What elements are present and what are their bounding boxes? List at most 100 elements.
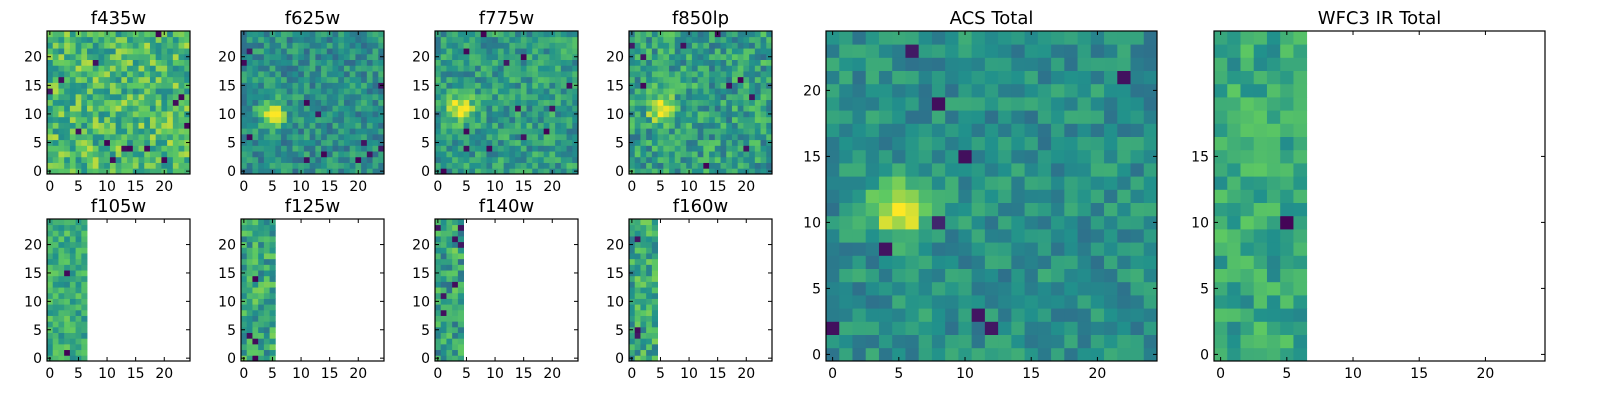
heatmap-cell	[703, 76, 710, 83]
heatmap-cell	[361, 82, 368, 89]
heatmap-cell	[81, 281, 88, 288]
heatmap-cell	[651, 247, 658, 254]
heatmap-cell	[58, 128, 65, 135]
heatmap-cell	[87, 139, 94, 146]
heatmap-cell	[1266, 347, 1281, 362]
heatmap-cell	[520, 48, 527, 55]
heatmap-cell	[537, 145, 545, 152]
heatmap-cell	[1104, 255, 1118, 269]
heatmap-cell	[286, 128, 293, 135]
heatmap-cell	[663, 105, 670, 112]
heatmap-cell	[252, 151, 259, 158]
heatmap-cell	[1143, 281, 1158, 296]
heatmap-cell	[646, 355, 653, 362]
heatmap-cell	[315, 156, 322, 163]
heatmap-cell	[651, 309, 658, 316]
y-tick-label: 0	[615, 164, 624, 180]
heatmap-cell	[1130, 229, 1145, 243]
heatmap-cell	[663, 42, 670, 49]
heatmap-cell	[127, 105, 134, 112]
y-tick-label: 5	[615, 136, 624, 152]
heatmap-cell	[657, 111, 664, 118]
heatmap-cell	[81, 59, 88, 66]
heatmap-cell	[1117, 97, 1131, 111]
heatmap-cell	[332, 162, 339, 169]
heatmap-cell	[674, 82, 681, 89]
heatmap-cell	[680, 111, 687, 118]
heatmap-cell	[69, 111, 76, 118]
heatmap-cell	[646, 156, 653, 163]
heatmap-cell	[1266, 321, 1281, 335]
panel-title-f140w: f140w	[479, 196, 534, 217]
heatmap-cell	[1266, 31, 1281, 45]
heatmap-cell	[526, 99, 533, 106]
heatmap-cell	[1280, 215, 1294, 230]
heatmap-cell	[1064, 57, 1078, 71]
heatmap-cell	[1064, 70, 1078, 85]
heatmap-cell	[286, 53, 293, 60]
heatmap-cell	[971, 123, 986, 137]
heatmap-cell	[109, 36, 117, 43]
heatmap-cell	[503, 31, 510, 38]
heatmap-cell	[731, 145, 739, 152]
heatmap-cell	[149, 71, 157, 78]
heatmap-cell	[446, 349, 453, 356]
heatmap-cell	[275, 71, 282, 78]
heatmap-cell	[651, 219, 658, 226]
heatmap-cell	[81, 99, 88, 106]
heatmap-cell	[372, 31, 379, 38]
heatmap-cell	[98, 99, 105, 106]
heatmap-cell	[766, 145, 773, 152]
heatmap-cell	[349, 151, 356, 158]
heatmap-cell	[332, 151, 339, 158]
heatmap-cell	[865, 268, 880, 283]
heatmap-cell	[555, 162, 562, 169]
heatmap-cell	[332, 82, 339, 89]
heatmap-cell	[1090, 44, 1105, 58]
heatmap-cell	[971, 57, 986, 71]
heatmap-cell	[651, 122, 658, 129]
heatmap-cell	[298, 122, 305, 129]
heatmap-cell	[1064, 281, 1078, 296]
heatmap-cell	[984, 110, 999, 124]
heatmap-cell	[1253, 321, 1268, 335]
heatmap-cell	[532, 76, 539, 83]
heatmap-cell	[252, 343, 259, 351]
heatmap-cell	[703, 105, 710, 112]
heatmap-cell	[457, 36, 464, 43]
heatmap-cell	[549, 36, 556, 43]
panel-title-f850lp: f850lp	[672, 8, 729, 29]
axes-frame-f625w	[240, 30, 385, 175]
heatmap-cell	[338, 93, 345, 101]
heatmap-cell	[452, 93, 459, 101]
heatmap-cell	[457, 236, 464, 243]
heatmap-cell	[1266, 163, 1281, 177]
heatmap-cell	[378, 145, 385, 152]
heatmap-cell	[263, 31, 270, 38]
heatmap-cell	[246, 99, 253, 106]
heatmap-cell	[865, 308, 880, 322]
heatmap-cell	[543, 162, 550, 169]
heatmap-cell	[69, 48, 76, 55]
heatmap-cell	[520, 116, 527, 123]
heatmap-cell	[998, 70, 1012, 85]
heatmap-cell	[281, 133, 288, 141]
heatmap-cell	[258, 304, 265, 311]
heatmap-cell	[640, 224, 647, 231]
heatmap-cell	[258, 53, 265, 60]
heatmap-cell	[1064, 347, 1078, 362]
heatmap-cell	[515, 65, 522, 72]
heatmap-cell	[178, 151, 185, 158]
heatmap-cell	[149, 99, 157, 106]
heatmap-cell	[149, 93, 157, 101]
heatmap-cell	[634, 156, 641, 163]
heatmap-cell	[98, 168, 105, 175]
heatmap-cell	[503, 145, 510, 152]
heatmap-cell	[537, 162, 545, 169]
heatmap-cell	[669, 76, 676, 83]
heatmap-cell	[81, 36, 88, 43]
heatmap-cell	[905, 268, 920, 283]
heatmap-cell	[703, 93, 710, 101]
heatmap-cell	[343, 65, 351, 72]
heatmap-cell	[1227, 295, 1241, 309]
